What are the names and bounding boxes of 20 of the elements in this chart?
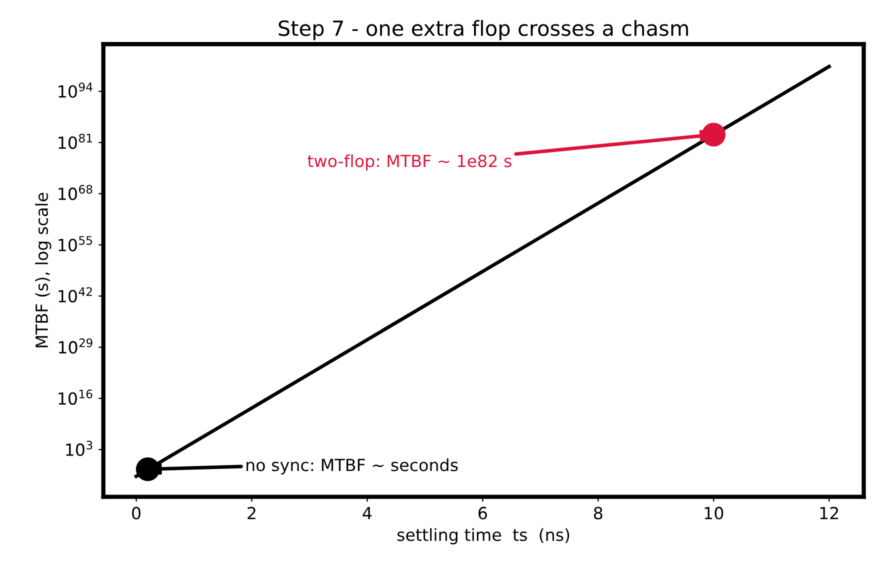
x-tick-label: 12	[820, 506, 838, 520]
x-tick-label: 8	[594, 506, 602, 520]
chart-title: Step 7 - one extra flop crosses a chasm	[278, 20, 688, 40]
y-tick-label: 10$^{55}$	[58, 236, 92, 252]
y-tick-label: 10$^{16}$	[58, 390, 92, 405]
annotation: no sync: MTBF ~ seconds	[246, 458, 458, 475]
x-tick-label: 4	[362, 507, 372, 520]
y-tick-label: 10$^{3}$	[66, 440, 92, 456]
x-tick-label: 0	[132, 506, 140, 520]
y-tick-label: 10$^{94}$	[58, 82, 92, 98]
annotation: two-flop: MTBF ~ 1e82 s	[308, 154, 512, 170]
y-axis-title: MTBF (s), log scale	[35, 192, 52, 348]
y-tick-label: 10$^{42}$	[58, 287, 92, 302]
x-tick-label: 10	[704, 506, 724, 520]
x-tick-label: 6	[478, 506, 487, 520]
x-tick-label: 2	[248, 506, 256, 520]
y-tick-label: 10$^{81}$	[58, 134, 92, 149]
x-axis-title: settling time ts (ns)	[397, 528, 570, 544]
y-tick-label: 10$^{68}$	[58, 184, 92, 200]
y-tick-label: 10$^{29}$	[58, 338, 92, 354]
